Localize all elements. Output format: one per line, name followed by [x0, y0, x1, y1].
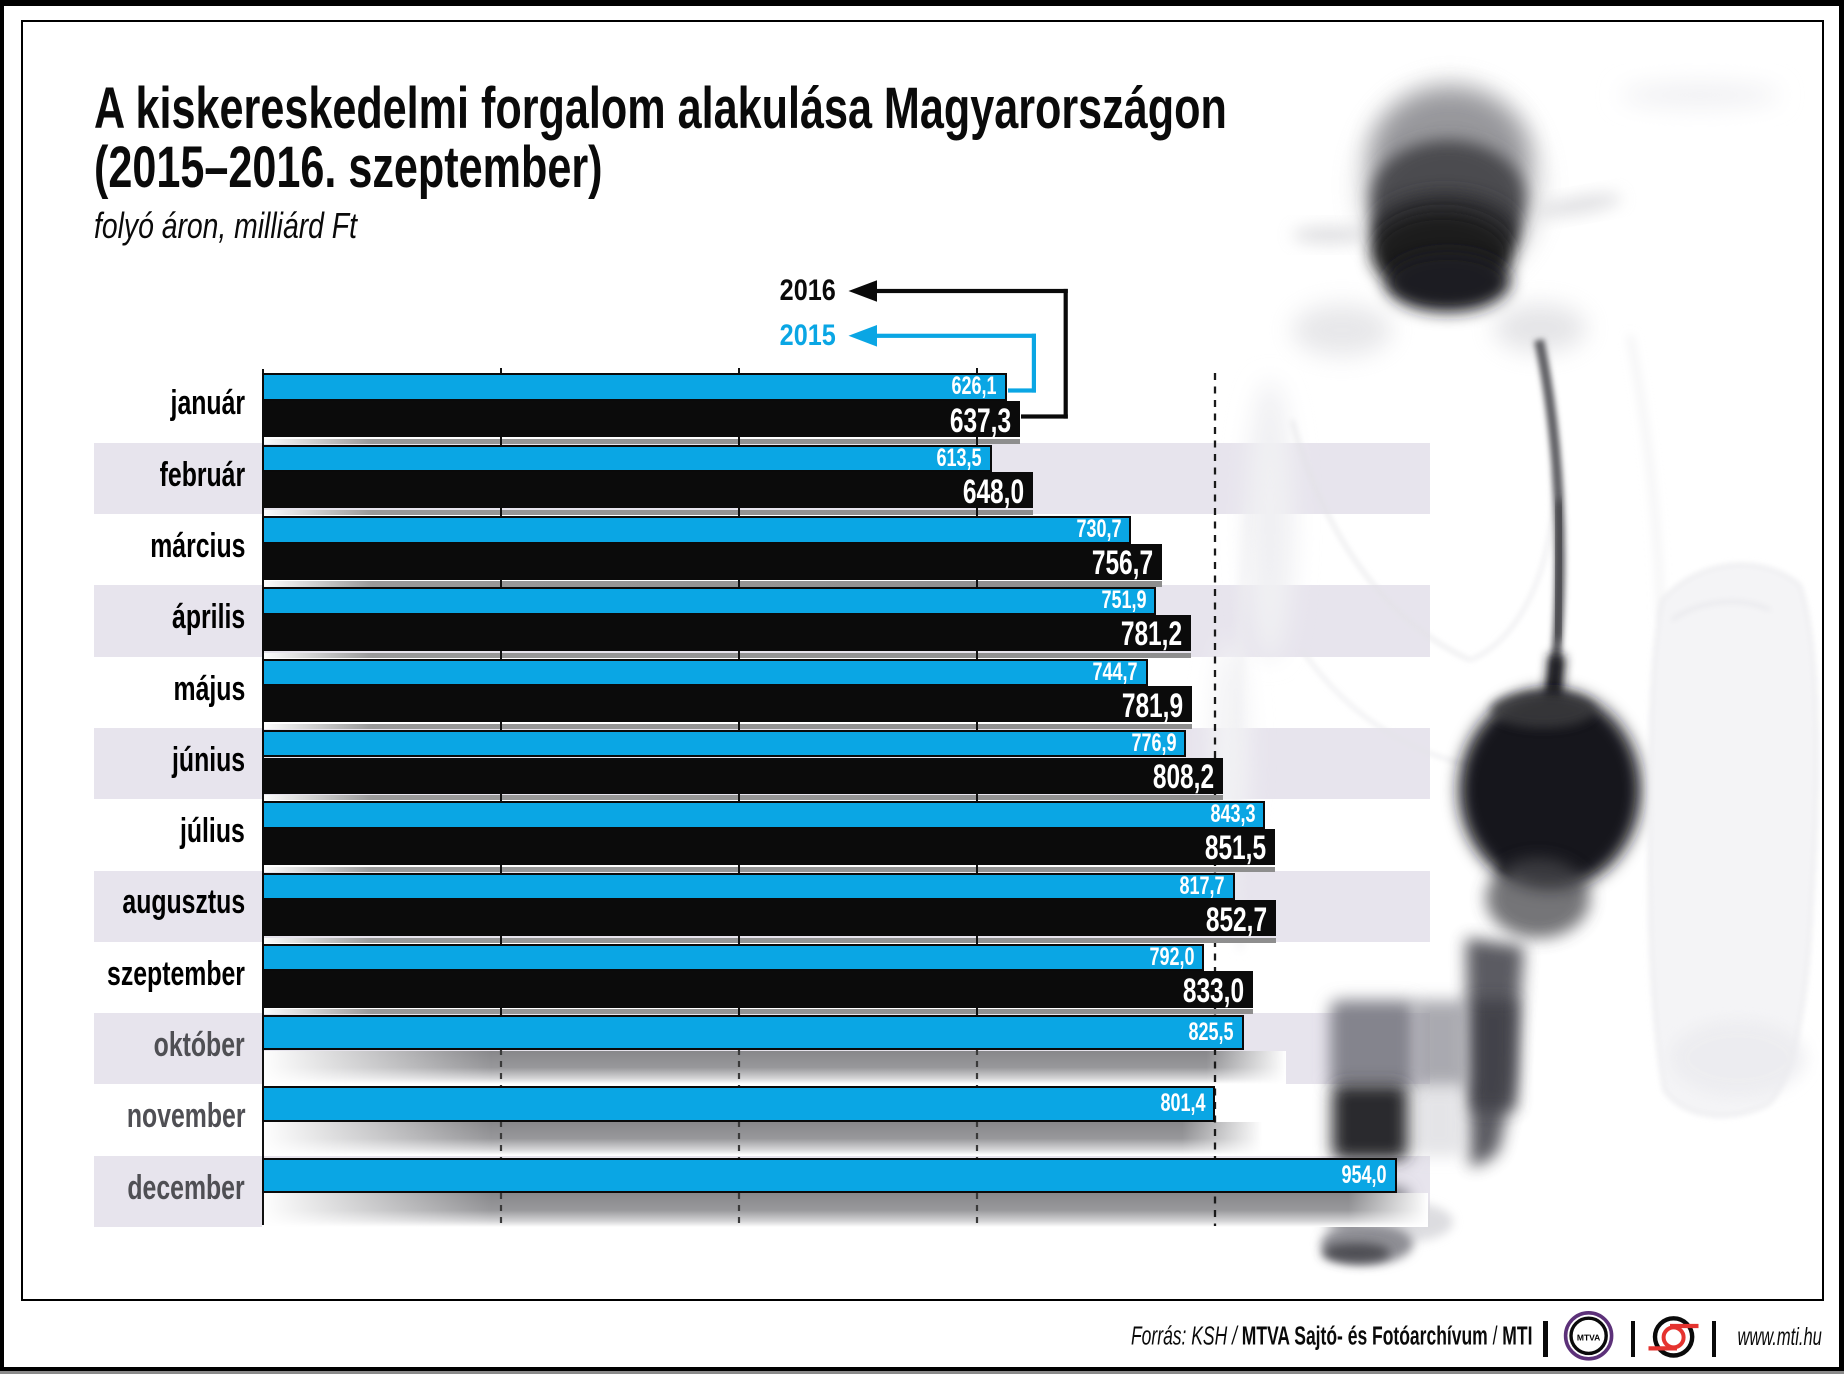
svg-text:MTVA: MTVA	[1577, 1333, 1600, 1343]
